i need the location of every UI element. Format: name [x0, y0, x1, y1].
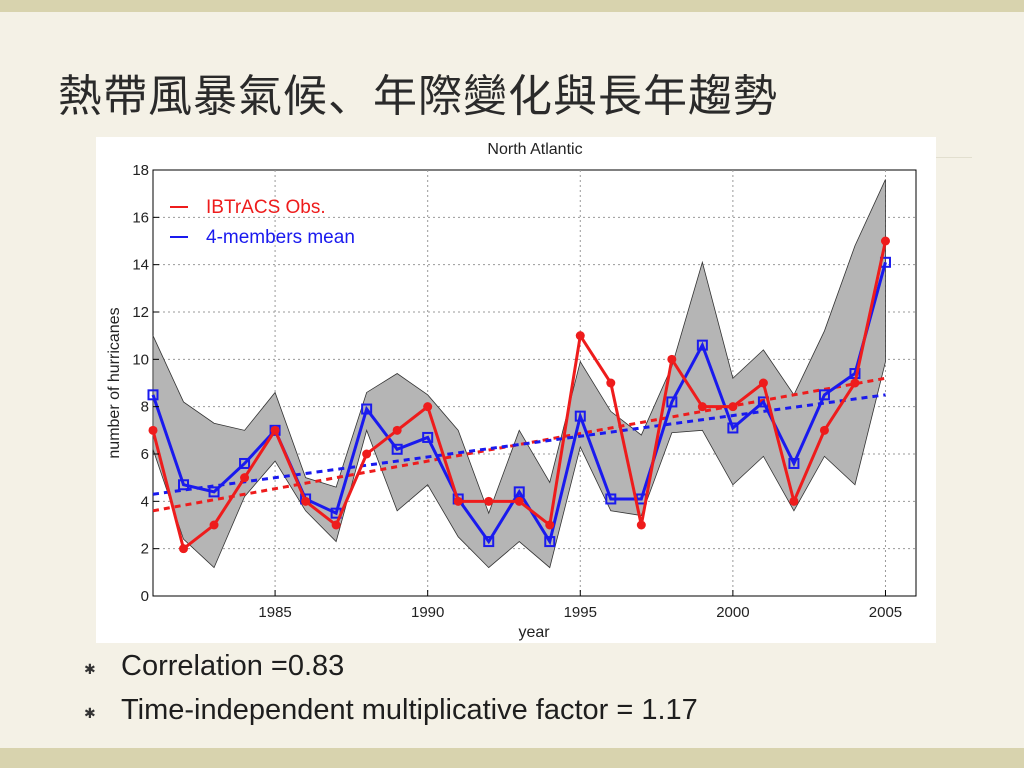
data-point [636, 520, 646, 530]
legend-label-obs: IBTrACS Obs. [206, 197, 326, 218]
y-tick-label: 16 [132, 209, 149, 226]
data-point [514, 496, 524, 506]
data-point [606, 378, 616, 388]
y-tick-label: 10 [132, 351, 149, 368]
bullet-star-icon: ✱ [84, 662, 96, 678]
hurricane-chart: North Atlantic 1985 1990 1995 2000 2005 0 2 4 6 8… [106, 141, 917, 641]
data-point [240, 473, 250, 483]
data-point [727, 422, 739, 434]
data-point [696, 339, 708, 351]
y-tick-label: 14 [132, 257, 149, 274]
data-point [666, 396, 678, 408]
y-tick-label: 4 [141, 493, 149, 510]
data-point [667, 354, 677, 364]
data-point [513, 486, 525, 498]
data-point [331, 520, 341, 530]
bullet-factor: Time-independent multiplicative factor =… [121, 694, 698, 726]
y-tick-label: 18 [132, 162, 149, 179]
data-point [239, 457, 251, 469]
trend-line [152, 393, 886, 496]
data-point [545, 520, 555, 530]
top-decor-band [0, 0, 1024, 12]
data-point [147, 389, 159, 401]
data-point [179, 544, 189, 554]
y-axis-label: number of hurricanes [106, 307, 123, 458]
data-point [697, 402, 707, 412]
data-point [728, 402, 738, 412]
data-point [391, 443, 403, 455]
data-point [301, 496, 311, 506]
y-tick-label: 8 [141, 399, 149, 416]
chart-title: North Atlantic [487, 141, 582, 158]
chart-panel: North Atlantic 1985 1990 1995 2000 2005 0 2 4 6 8… [96, 137, 936, 643]
data-point [788, 457, 800, 469]
x-tick-label: 1995 [564, 604, 597, 621]
data-point [453, 496, 463, 506]
bullet-star-icon: ✱ [84, 706, 96, 722]
x-tick-label: 1990 [411, 604, 444, 621]
data-point [758, 378, 768, 388]
data-point [483, 536, 495, 548]
slide-title: 熱帶風暴氣候、年際變化與長年趨勢 [58, 71, 778, 122]
spread-band [152, 179, 886, 569]
data-point [544, 536, 556, 548]
x-tick-label: 2005 [869, 604, 902, 621]
series-lines [147, 236, 891, 554]
y-tick-label: 12 [132, 304, 149, 321]
bullet-correlation: Correlation =0.83 [121, 650, 345, 682]
data-point [148, 425, 158, 435]
x-axis-label: year [518, 624, 550, 641]
data-point [819, 425, 829, 435]
data-point [574, 410, 586, 422]
ensemble-spread-area [152, 179, 886, 569]
data-point [361, 403, 373, 415]
data-point [362, 449, 372, 459]
x-tick-label: 2000 [716, 604, 749, 621]
y-tick-label: 0 [141, 588, 149, 605]
bottom-decor-band [0, 748, 1024, 768]
y-tick-label: 6 [141, 446, 149, 463]
data-point [605, 493, 617, 505]
data-point [422, 431, 434, 443]
y-tick-label: 2 [141, 541, 149, 558]
data-point [270, 425, 280, 435]
axis-ticks: 1985 1990 1995 2000 2005 0 2 4 6 8 10 12 14 16 18 [132, 162, 902, 621]
data-point [423, 402, 433, 412]
data-point [484, 496, 494, 506]
data-point [392, 425, 402, 435]
legend-label-mean: 4-members mean [206, 227, 355, 248]
data-point [178, 479, 190, 491]
data-point [208, 486, 220, 498]
data-point [789, 496, 799, 506]
x-tick-label: 1985 [258, 604, 291, 621]
legend: IBTrACS Obs. 4-members mean [170, 197, 355, 248]
data-point [209, 520, 219, 530]
data-point [850, 378, 860, 388]
data-point [880, 236, 890, 246]
data-point [575, 331, 585, 341]
data-point [818, 389, 830, 401]
